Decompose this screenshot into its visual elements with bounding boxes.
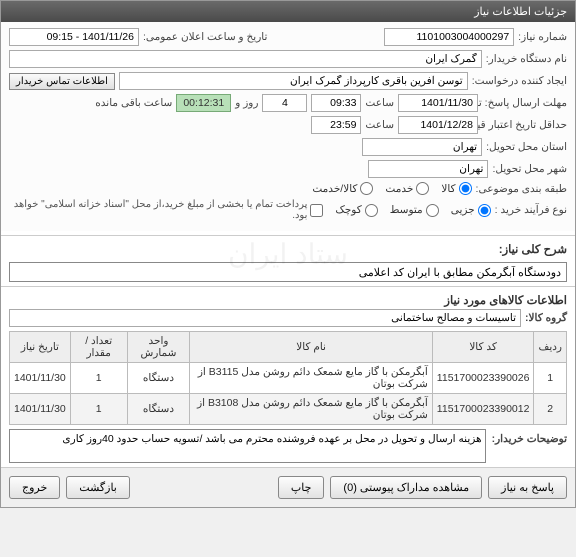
field-org[interactable] [9,50,482,68]
exit-button[interactable]: خروج [9,476,60,499]
table-cell: 1 [70,363,127,394]
table-cell: 1 [534,363,567,394]
label-remain: ساعت باقی مانده [95,97,172,109]
countdown-timer: 00:12:31 [176,94,231,112]
titlebar: جزئیات اطلاعات نیاز [1,1,575,22]
label-category: طبقه بندی موضوعی: [476,183,567,195]
table-header-cell: واحد شمارش [127,332,190,363]
field-summary[interactable] [9,262,567,282]
radio-both-label[interactable]: کالا/خدمت [312,182,373,195]
table-cell: دستگاه [127,394,190,425]
back-button[interactable]: بازگشت [66,476,130,499]
radio-partial-label[interactable]: جزیی [451,204,491,217]
attachments-button[interactable]: مشاهده مداراک پیوستی (0) [330,476,482,499]
label-state: استان محل تحویل: [486,141,567,153]
table-header-cell: نام کالا [190,332,432,363]
contact-info-button[interactable]: اطلاعات تماس خریدار [9,73,115,90]
field-deadline-time[interactable] [311,94,361,112]
field-days-left[interactable] [262,94,307,112]
field-req-number[interactable] [384,28,514,46]
table-header-cell: تعداد / مقدار [70,332,127,363]
label-buyer-notes: توضیحات خریدار: [492,429,567,463]
radio-service[interactable] [416,182,429,195]
label-deadline: مهلت ارسال پاسخ: تا تاریخ: [482,97,567,109]
field-group[interactable] [9,309,521,327]
payment-checkbox[interactable] [310,204,323,217]
table-cell: آبگرمکن با گاز مایع شمعک دائم روشن مدل B… [190,394,432,425]
label-creator: ایجاد کننده درخواست: [472,75,567,87]
radio-both[interactable] [360,182,373,195]
table-cell: 2 [534,394,567,425]
label-group: گروه کالا: [525,312,567,324]
field-validity-date[interactable] [398,116,478,134]
radio-small[interactable] [365,204,378,217]
table-cell: 1151700023390026 [432,363,534,394]
table-header-cell: ردیف [534,332,567,363]
label-public-datetime: تاریخ و ساعت اعلان عمومی: [143,31,267,43]
label-city: شهر محل تحویل: [492,163,567,175]
table-cell: دستگاه [127,363,190,394]
payment-check-label[interactable]: پرداخت تمام یا بخشی از مبلغ خرید،از محل … [9,199,323,221]
label-hour-1: ساعت [365,97,394,109]
table-header-row: ردیفکد کالانام کالاواحد شمارشتعداد / مقد… [10,332,567,363]
label-day-and: روز و [235,97,258,109]
label-req-number: شماره نیاز: [518,31,567,43]
form-area: شماره نیاز: تاریخ و ساعت اعلان عمومی: نا… [1,22,575,231]
label-summary: شرح کلی نیاز: [1,235,575,258]
label-validity: حداقل تاریخ اعتبار قیمت: تا تاریخ: [482,119,567,131]
field-deadline-date[interactable] [398,94,478,112]
radio-medium[interactable] [426,204,439,217]
label-hour-2: ساعت [365,119,394,131]
table-cell: 1151700023390012 [432,394,534,425]
field-city[interactable] [368,160,488,178]
table-header-cell: تاریخ نیاز [10,332,71,363]
window-title: جزئیات اطلاعات نیاز [474,6,567,18]
label-purchase-type: نوع فرآیند خرید : [495,204,567,216]
radio-partial[interactable] [478,204,491,217]
table-cell: آبگرمکن با گاز مایع شمعک دائم روشن مدل B… [190,363,432,394]
purchase-radios: جزیی متوسط کوچک [335,204,490,217]
label-org: نام دستگاه خریدار: [486,53,567,65]
table-body: 11151700023390026آبگرمکن با گاز مایع شمع… [10,363,567,425]
field-creator[interactable] [119,72,468,90]
radio-medium-label[interactable]: متوسط [390,204,439,217]
field-validity-time[interactable] [311,116,361,134]
footer-bar: پاسخ به نیاز مشاهده مداراک پیوستی (0) چا… [1,467,575,507]
field-public-datetime[interactable] [9,28,139,46]
dialog-window: ستاد ایران جزئیات اطلاعات نیاز شماره نیا… [0,0,576,508]
items-table: ردیفکد کالانام کالاواحد شمارشتعداد / مقد… [9,331,567,425]
field-buyer-notes[interactable] [9,429,486,463]
label-items-info: اطلاعات کالاهای مورد نیاز [1,286,575,309]
field-state[interactable] [362,138,482,156]
table-cell: 1401/11/30 [10,363,71,394]
radio-service-label[interactable]: خدمت [385,182,429,195]
table-row[interactable]: 11151700023390026آبگرمکن با گاز مایع شمع… [10,363,567,394]
table-cell: 1401/11/30 [10,394,71,425]
table-header-cell: کد کالا [432,332,534,363]
reply-button[interactable]: پاسخ به نیاز [488,476,567,499]
category-radios: کالا خدمت کالا/خدمت [312,182,471,195]
radio-goods[interactable] [459,182,472,195]
table-cell: 1 [70,394,127,425]
print-button[interactable]: چاپ [278,476,325,499]
radio-small-label[interactable]: کوچک [335,204,377,217]
radio-goods-label[interactable]: کالا [441,182,471,195]
table-row[interactable]: 21151700023390012آبگرمکن با گاز مایع شمع… [10,394,567,425]
